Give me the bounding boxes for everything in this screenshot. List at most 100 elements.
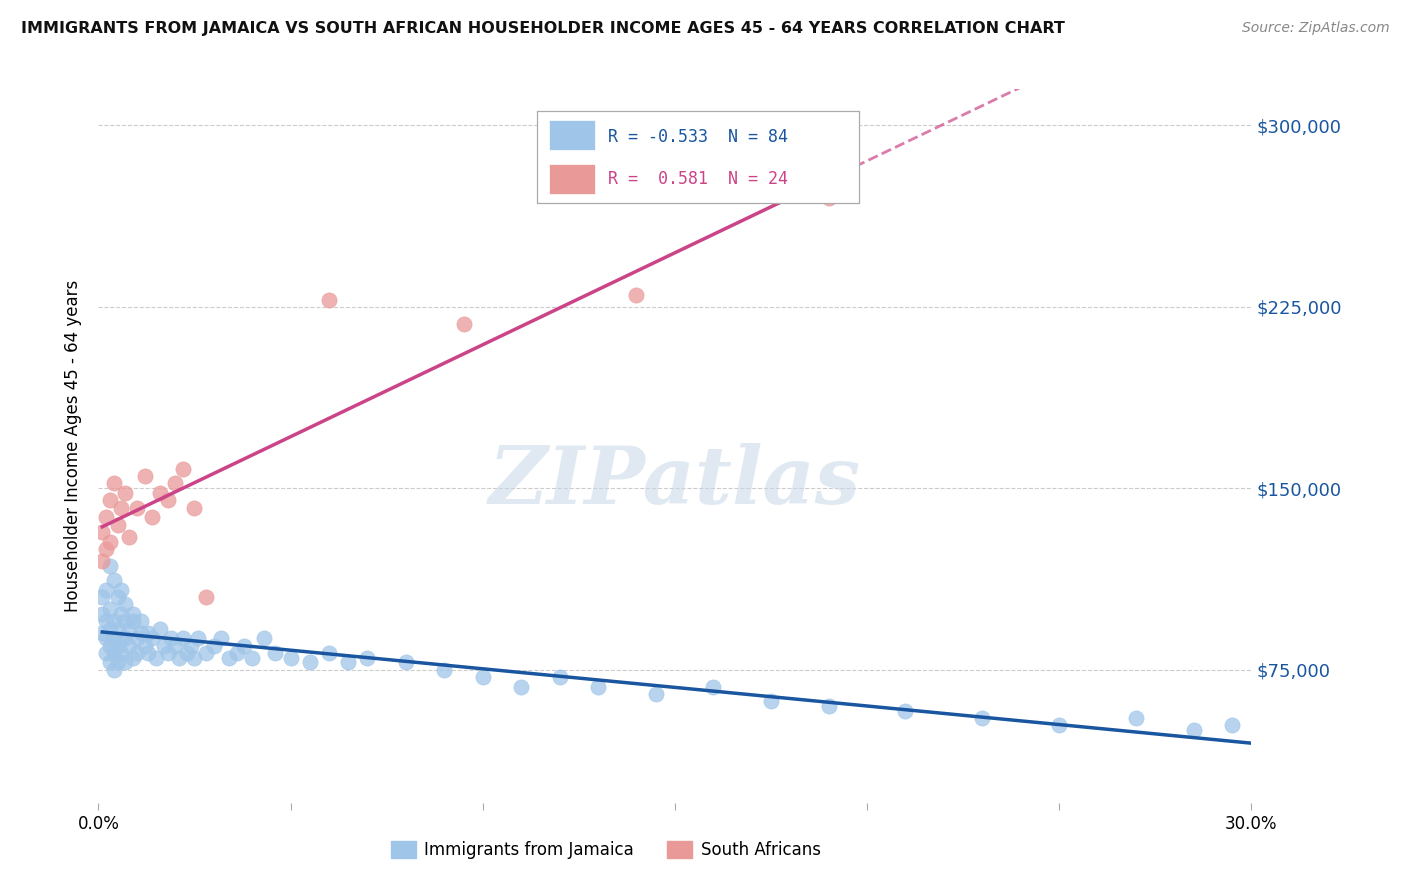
Point: [134, 639, 156, 653]
Point: [395, 656, 418, 670]
Point: [626, 288, 648, 302]
Point: [167, 650, 190, 665]
Point: [141, 632, 163, 646]
Point: [114, 615, 136, 629]
Point: [114, 486, 136, 500]
Point: [894, 704, 917, 718]
Point: [110, 500, 132, 515]
Point: [118, 622, 141, 636]
Point: [141, 510, 163, 524]
Legend: Immigrants from Jamaica, South Africans: Immigrants from Jamaica, South Africans: [384, 834, 827, 866]
Point: [817, 191, 839, 205]
Point: [183, 650, 205, 665]
Point: [510, 680, 533, 694]
Point: [103, 615, 125, 629]
Point: [209, 632, 232, 646]
Point: [172, 632, 194, 646]
Point: [145, 650, 167, 665]
Point: [91, 554, 114, 568]
Point: [107, 590, 129, 604]
Point: [125, 500, 148, 515]
Point: [433, 663, 456, 677]
Point: [134, 469, 156, 483]
Point: [165, 639, 187, 653]
Point: [176, 646, 198, 660]
Point: [149, 486, 172, 500]
Point: [110, 582, 132, 597]
Point: [107, 622, 129, 636]
Point: [110, 632, 132, 646]
Point: [103, 663, 125, 677]
Point: [98, 558, 121, 573]
Y-axis label: Householder Income Ages 45 - 64 years: Householder Income Ages 45 - 64 years: [65, 280, 83, 612]
Point: [94, 510, 117, 524]
Point: [91, 524, 114, 539]
Point: [98, 602, 121, 616]
Point: [817, 699, 839, 714]
Point: [1047, 718, 1070, 732]
Point: [156, 646, 179, 660]
Point: [702, 680, 724, 694]
Point: [103, 632, 125, 646]
Point: [94, 582, 117, 597]
Point: [114, 598, 136, 612]
Point: [318, 293, 340, 307]
Text: Source: ZipAtlas.com: Source: ZipAtlas.com: [1241, 21, 1389, 35]
Point: [202, 639, 225, 653]
Point: [759, 694, 782, 708]
Point: [122, 650, 145, 665]
Point: [195, 646, 218, 660]
Point: [107, 517, 129, 532]
Point: [298, 656, 321, 670]
Point: [110, 646, 132, 660]
Point: [94, 615, 117, 629]
Point: [94, 632, 117, 646]
Point: [91, 590, 114, 604]
Point: [1182, 723, 1205, 738]
Point: [644, 687, 666, 701]
Point: [180, 639, 202, 653]
Point: [118, 530, 141, 544]
Point: [114, 656, 136, 670]
Text: ZIPatlas: ZIPatlas: [489, 443, 860, 520]
Point: [94, 646, 117, 660]
Point: [129, 626, 152, 640]
Point: [98, 656, 121, 670]
Point: [91, 626, 114, 640]
Point: [138, 626, 160, 640]
Text: IMMIGRANTS FROM JAMAICA VS SOUTH AFRICAN HOUSEHOLDER INCOME AGES 45 - 64 YEARS C: IMMIGRANTS FROM JAMAICA VS SOUTH AFRICAN…: [21, 21, 1064, 36]
Point: [91, 607, 114, 621]
Point: [98, 534, 121, 549]
Point: [122, 615, 145, 629]
Point: [318, 646, 340, 660]
Point: [225, 646, 247, 660]
Point: [972, 711, 994, 725]
Point: [103, 646, 125, 660]
Point: [110, 607, 132, 621]
Point: [240, 650, 263, 665]
Point: [471, 670, 494, 684]
Point: [125, 646, 148, 660]
Point: [187, 632, 209, 646]
Point: [172, 462, 194, 476]
Point: [280, 650, 302, 665]
Point: [195, 590, 218, 604]
Point: [253, 632, 276, 646]
Point: [233, 639, 256, 653]
Point: [98, 622, 121, 636]
Point: [218, 650, 240, 665]
Point: [160, 632, 183, 646]
Point: [129, 615, 152, 629]
Point: [1220, 718, 1243, 732]
Point: [1125, 711, 1147, 725]
Point: [356, 650, 378, 665]
Point: [152, 639, 174, 653]
Point: [125, 632, 148, 646]
Point: [165, 476, 187, 491]
Point: [586, 680, 609, 694]
Point: [118, 639, 141, 653]
Point: [103, 476, 125, 491]
Point: [103, 574, 125, 588]
Point: [98, 493, 121, 508]
Point: [114, 632, 136, 646]
